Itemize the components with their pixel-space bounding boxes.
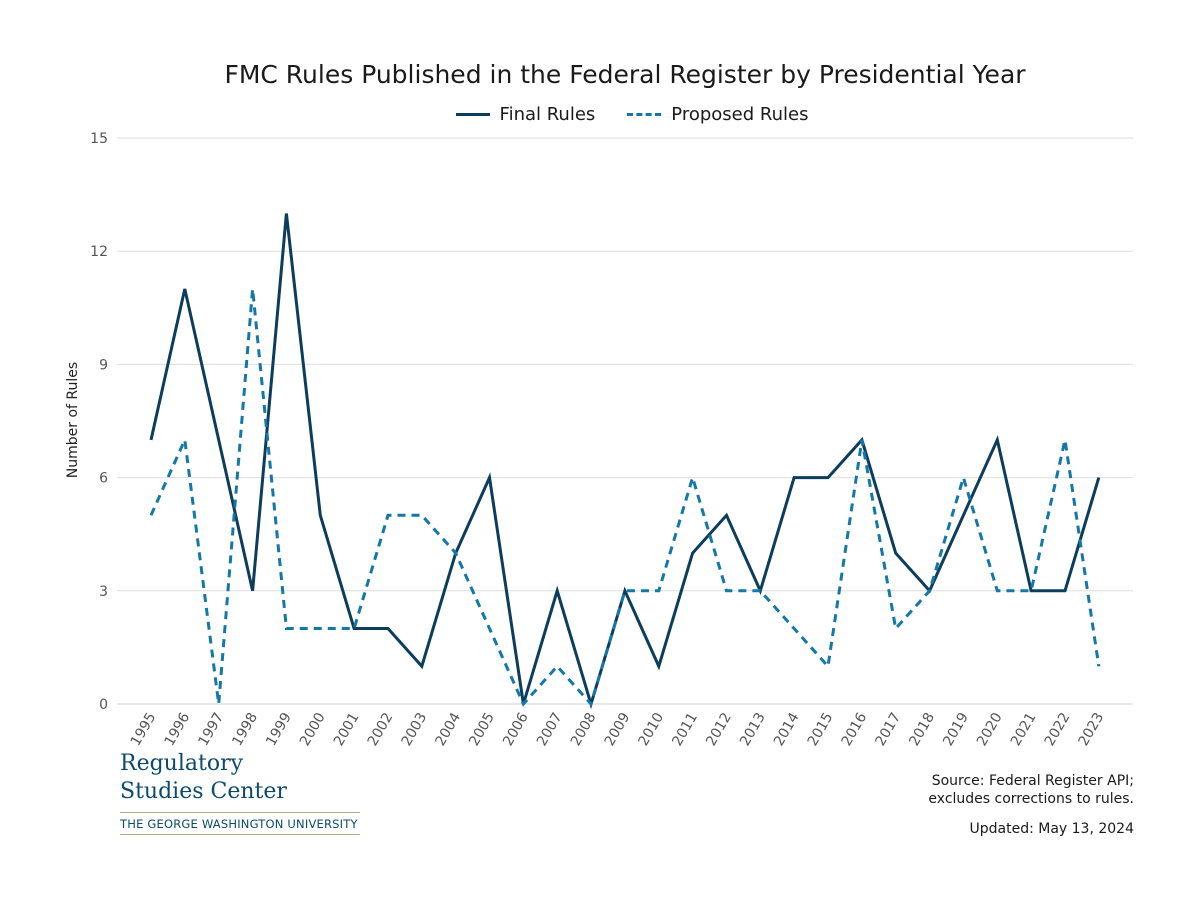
x-tick-label: 2000	[297, 710, 329, 749]
x-tick-label: 2015	[805, 710, 837, 749]
x-tick-label: 2016	[839, 710, 871, 749]
x-tick-label: 1998	[229, 710, 261, 749]
x-tick-label: 2004	[432, 710, 464, 749]
x-tick-label: 2005	[466, 710, 498, 749]
logo-divider	[120, 812, 360, 813]
x-axis-ticks: 1995 1996 1997 1998 1999 2000 2001 2002 2003 2004…	[128, 710, 1107, 749]
y-tick-label: 6	[99, 471, 108, 487]
y-tick-label: 15	[90, 131, 108, 147]
x-tick-label: 2010	[636, 710, 668, 749]
x-tick-label: 2012	[703, 710, 735, 749]
regulatory-studies-center-logo: Regulatory Studies Center THE GEORGE WAS…	[120, 750, 360, 835]
logo-line2: Studies Center	[120, 779, 287, 804]
y-axis-ticks: 0 3 6 9 12 15	[90, 131, 108, 713]
logo-divider-bottom	[120, 834, 360, 835]
series-lines	[149, 213, 1101, 710]
x-tick-label: 2014	[771, 710, 803, 749]
x-tick-label: 2019	[940, 710, 972, 749]
legend-swatch-final-rules	[455, 113, 490, 116]
source-line2: excludes corrections to rules.	[928, 791, 1134, 807]
x-tick-label: 2007	[534, 710, 566, 749]
x-tick-label: 2020	[974, 710, 1006, 749]
x-tick-label: 2002	[365, 710, 397, 749]
updated-date: Updated: May 13, 2024	[969, 821, 1135, 837]
x-tick-label: 1995	[128, 710, 160, 749]
chart-title: FMC Rules Published in the Federal Regis…	[224, 60, 1026, 89]
source-line1: Source: Federal Register API;	[931, 773, 1134, 789]
source-note: Source: Federal Register API; excludes c…	[928, 772, 1134, 808]
series-line-proposed-rules	[149, 288, 1101, 707]
legend-label-proposed-rules: Proposed Rules	[671, 104, 809, 125]
y-tick-label: 12	[90, 244, 108, 260]
legend-label-final-rules: Final Rules	[499, 104, 596, 125]
x-tick-label: 2022	[1042, 710, 1074, 749]
x-tick-label: 2003	[399, 710, 431, 749]
x-tick-label: 1997	[195, 710, 227, 749]
gridlines	[117, 137, 1133, 705]
series-line-final-rules	[149, 213, 1101, 710]
x-tick-label: 2001	[331, 710, 363, 749]
legend-swatch-proposed-rules	[627, 113, 662, 116]
x-tick-label: 2009	[602, 710, 634, 749]
legend-item-proposed-rules: Proposed Rules	[627, 104, 808, 125]
y-axis-label: Number of Rules	[65, 362, 81, 478]
logo-university: THE GEORGE WASHINGTON UNIVERSITY	[120, 817, 358, 831]
y-tick-label: 3	[99, 584, 108, 600]
x-tick-label: 2011	[669, 710, 701, 749]
x-tick-label: 1999	[263, 710, 295, 749]
x-tick-label: 2021	[1008, 710, 1040, 749]
y-tick-label: 0	[99, 697, 108, 713]
legend: Final Rules Proposed Rules	[0, 104, 1200, 125]
x-tick-label: 2018	[906, 710, 938, 749]
logo-line1: Regulatory	[120, 751, 244, 776]
x-tick-label: 2023	[1076, 710, 1108, 749]
legend-item-final-rules: Final Rules	[455, 104, 596, 125]
x-tick-label: 2013	[737, 710, 769, 749]
x-tick-label: 2008	[568, 710, 600, 749]
x-tick-label: 2017	[872, 710, 904, 749]
x-tick-label: 2006	[500, 710, 532, 749]
x-tick-label: 1996	[162, 710, 194, 749]
y-tick-label: 9	[99, 357, 108, 373]
